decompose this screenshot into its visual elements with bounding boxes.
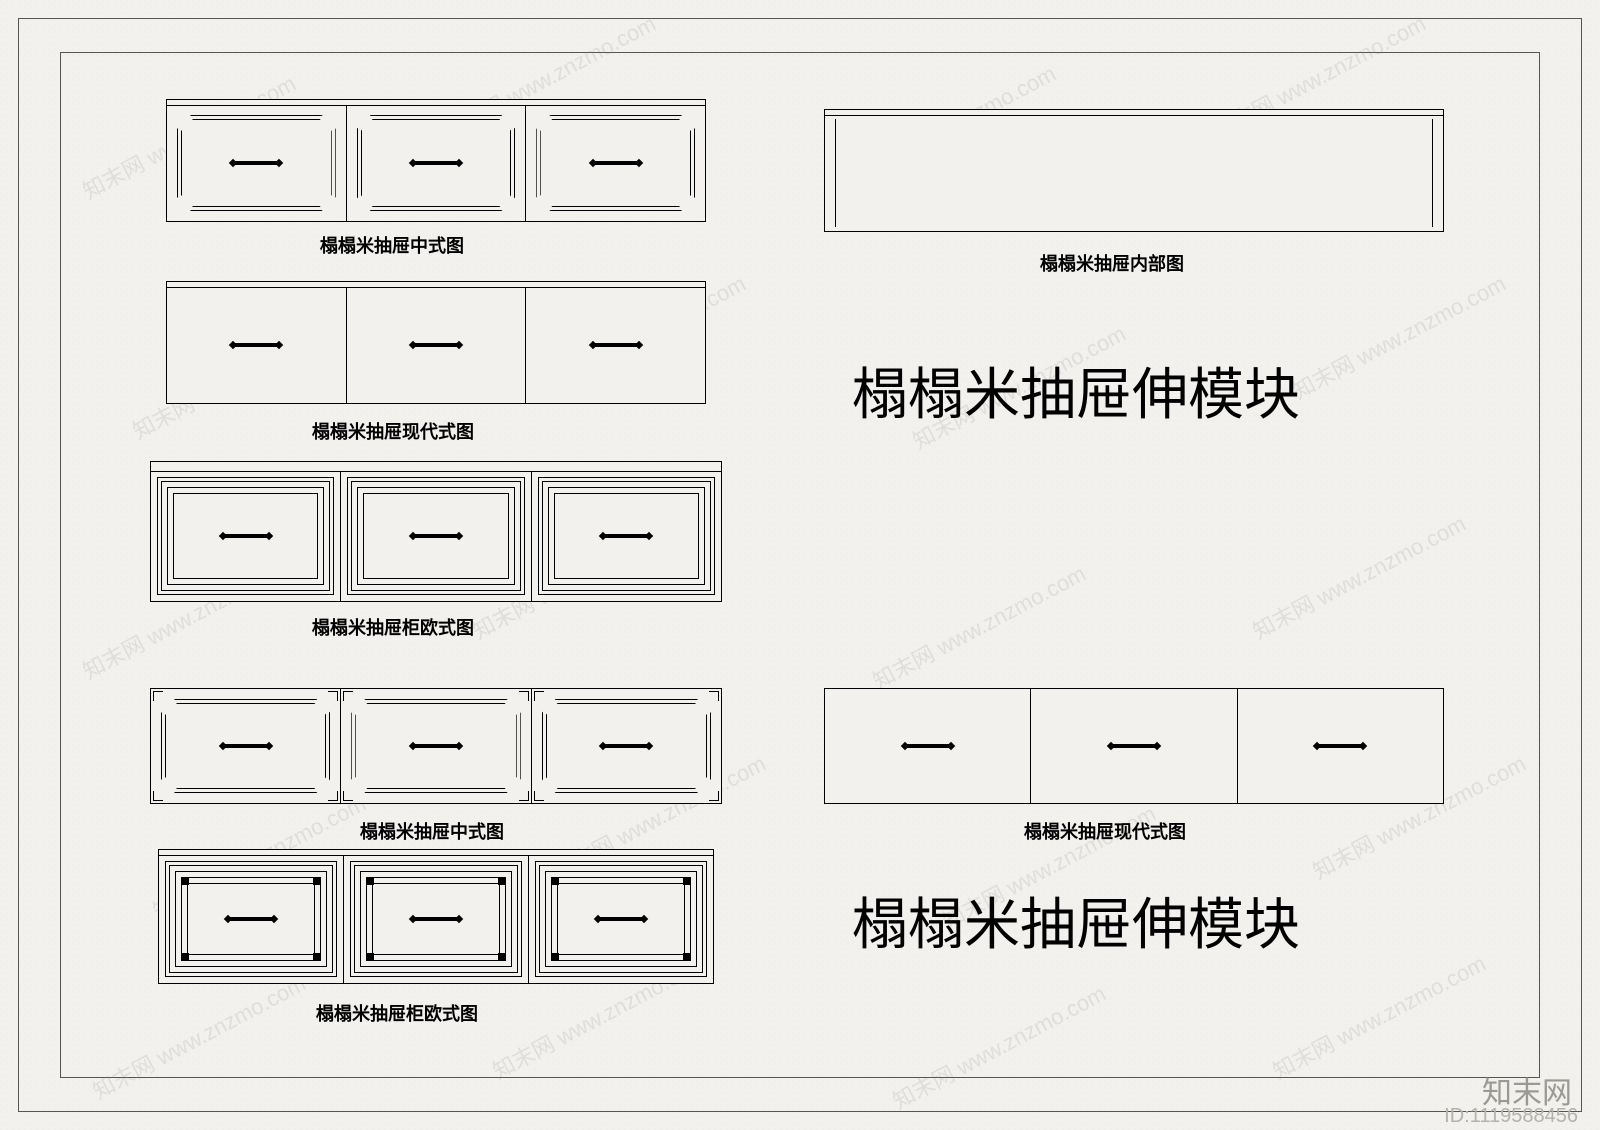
drawer-panel	[825, 689, 1031, 803]
drawer-panel	[526, 105, 705, 221]
caption-modern-2: 榻榻米抽屉现代式图	[1024, 818, 1186, 844]
drawing-interior	[824, 114, 1444, 232]
drawer-panel	[341, 471, 531, 601]
drawer-interior	[825, 115, 1443, 231]
drawer-handle-icon	[599, 917, 643, 921]
drawer-handle-icon	[906, 744, 950, 748]
drawer-panel	[526, 287, 705, 403]
drawing-chinese-1	[166, 104, 706, 222]
drawer-handle-icon	[594, 161, 638, 165]
drawer-handle-icon	[1318, 744, 1362, 748]
caption-euro-1: 榻榻米抽屉柜欧式图	[312, 614, 474, 640]
drawer-panel	[151, 471, 341, 601]
drawer-handle-icon	[604, 744, 648, 748]
drawer-handle-icon	[594, 343, 638, 347]
watermark-id: ID:1119588456	[1444, 1105, 1578, 1128]
drawer-panel	[532, 689, 721, 803]
drawer-handle-icon	[229, 917, 273, 921]
drawer-panel	[347, 287, 527, 403]
caption-modern-1: 榻榻米抽屉现代式图	[312, 418, 474, 444]
drawer-handle-icon	[414, 744, 458, 748]
drawer-handle-icon	[224, 534, 268, 538]
drawer-panel	[167, 287, 347, 403]
drawing-modern-1	[166, 286, 706, 404]
drawer-handle-icon	[234, 161, 278, 165]
section-title-2: 榻榻米抽屉伸模块	[852, 880, 1300, 961]
drawer-panel	[1031, 689, 1237, 803]
drawer-handle-icon	[414, 343, 458, 347]
caption-chinese-1: 榻榻米抽屉中式图	[320, 232, 464, 258]
drawing-euro-1	[150, 470, 722, 602]
drawer-panel	[529, 855, 713, 983]
drawer-panel	[344, 855, 529, 983]
drawing-modern-2	[824, 688, 1444, 804]
drawer-panel	[167, 105, 347, 221]
drawer-handle-icon	[224, 744, 268, 748]
drawer-handle-icon	[414, 161, 458, 165]
drawer-panel	[151, 689, 341, 803]
drawer-panel	[532, 471, 721, 601]
drawing-euro-2	[158, 854, 714, 984]
drawer-handle-icon	[414, 917, 458, 921]
drawing-chinese-2	[150, 688, 722, 804]
caption-euro-2: 榻榻米抽屉柜欧式图	[316, 1000, 478, 1026]
drawer-handle-icon	[1112, 744, 1156, 748]
caption-chinese-2: 榻榻米抽屉中式图	[360, 818, 504, 844]
drawer-handle-icon	[234, 343, 278, 347]
drawer-handle-icon	[604, 534, 648, 538]
drawer-panel	[347, 105, 527, 221]
drawer-panel	[341, 689, 531, 803]
caption-interior: 榻榻米抽屉内部图	[1040, 250, 1184, 276]
drawer-panel	[159, 855, 344, 983]
drawer-handle-icon	[414, 534, 458, 538]
section-title-1: 榻榻米抽屉伸模块	[852, 350, 1300, 431]
drawer-panel	[1238, 689, 1443, 803]
